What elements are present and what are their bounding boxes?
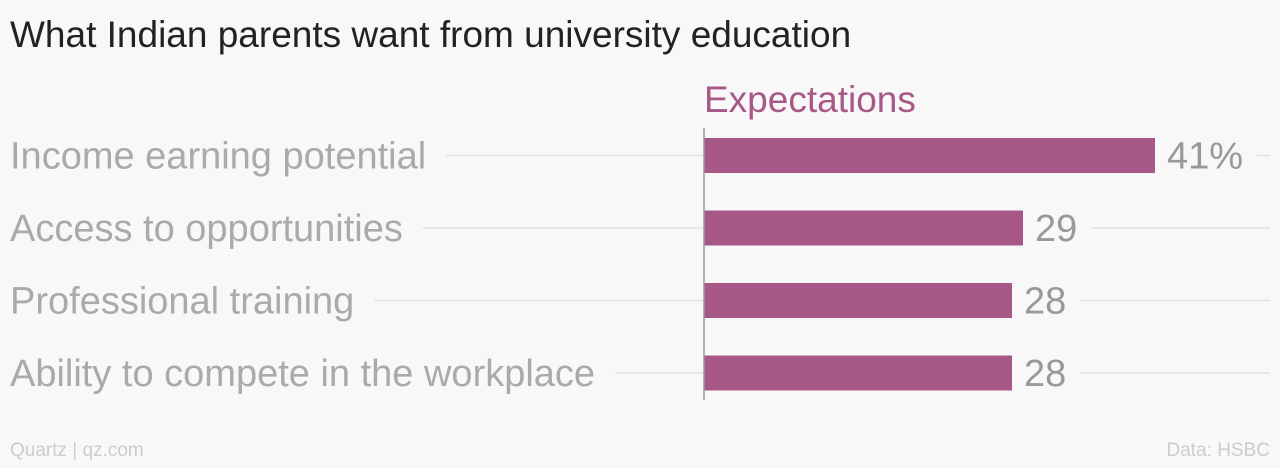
- labels: Expectations Income earning potential 41% A…: [10, 79, 1243, 395]
- value-label: 41%: [1167, 136, 1243, 178]
- value-label: 28: [1024, 281, 1066, 323]
- bar: [704, 138, 1155, 173]
- footer-source-right: Data: HSBC: [1166, 440, 1270, 461]
- category-label: Income earning potential: [10, 136, 426, 178]
- bar: [704, 210, 1023, 246]
- chart-title: What Indian parents want from university…: [10, 14, 852, 55]
- bar: [704, 283, 1012, 318]
- series-label: Expectations: [704, 79, 916, 120]
- category-label: Professional training: [10, 281, 354, 323]
- bars: [704, 138, 1155, 391]
- footer-source-left: Quartz | qz.com: [10, 440, 144, 461]
- value-label: 29: [1035, 208, 1077, 250]
- category-label: Ability to compete in the workplace: [10, 353, 595, 395]
- bar: [704, 355, 1012, 391]
- guide-lines: [374, 154, 1270, 374]
- value-label: 28: [1024, 353, 1066, 395]
- category-label: Access to opportunities: [10, 208, 403, 250]
